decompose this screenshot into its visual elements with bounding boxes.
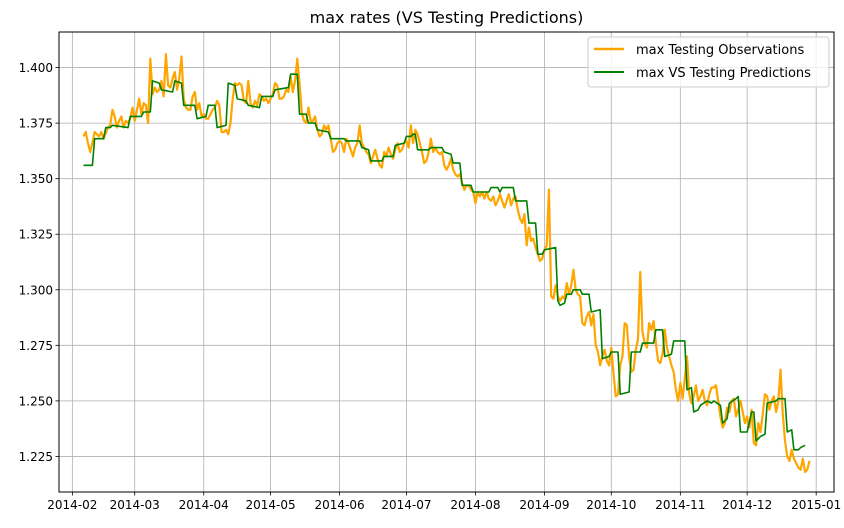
- y-tick-label: 1.350: [19, 172, 53, 186]
- x-tick-label: 2014-10: [586, 498, 636, 512]
- y-tick-label: 1.250: [19, 394, 53, 408]
- legend-frame: [587, 36, 830, 88]
- x-tick-label: 2014-07: [381, 498, 431, 512]
- series-layer: [82, 53, 811, 474]
- x-tick-label: 2014-11: [655, 498, 705, 512]
- chart-title: max rates (VS Testing Predictions): [310, 8, 584, 27]
- y-tick-label: 1.325: [19, 228, 53, 242]
- legend-label-observations: max Testing Observations: [636, 43, 804, 58]
- y-tick-label: 1.275: [19, 339, 53, 353]
- x-tick-label: 2014-08: [450, 498, 500, 512]
- plot-frame: [58, 31, 835, 493]
- y-tick-label: 1.300: [19, 283, 53, 297]
- series-line-observations: [82, 53, 811, 474]
- series-line-predictions: [83, 73, 806, 451]
- x-tick-label: 2014-03: [110, 498, 160, 512]
- x-tick-label: 2014-09: [519, 498, 569, 512]
- x-tick-label: 2014-04: [179, 498, 229, 512]
- y-tick-label: 1.400: [19, 61, 53, 75]
- x-tick-label: 2014-06: [315, 498, 365, 512]
- axis-ticks: 2014-02 2014-03 2014-04 2014-05 2014-06 2014-…: [19, 61, 842, 512]
- x-tick-label: 2015-01: [791, 498, 841, 512]
- y-tick-label: 1.225: [19, 450, 53, 464]
- y-tick-label: 1.375: [19, 117, 53, 131]
- x-tick-label: 2014-12: [722, 498, 772, 512]
- legend: max Testing Observations max VS Testing …: [587, 36, 830, 88]
- legend-label-predictions: max VS Testing Predictions: [636, 66, 811, 81]
- x-tick-label: 2014-02: [47, 498, 97, 512]
- x-tick-label: 2014-05: [245, 498, 295, 512]
